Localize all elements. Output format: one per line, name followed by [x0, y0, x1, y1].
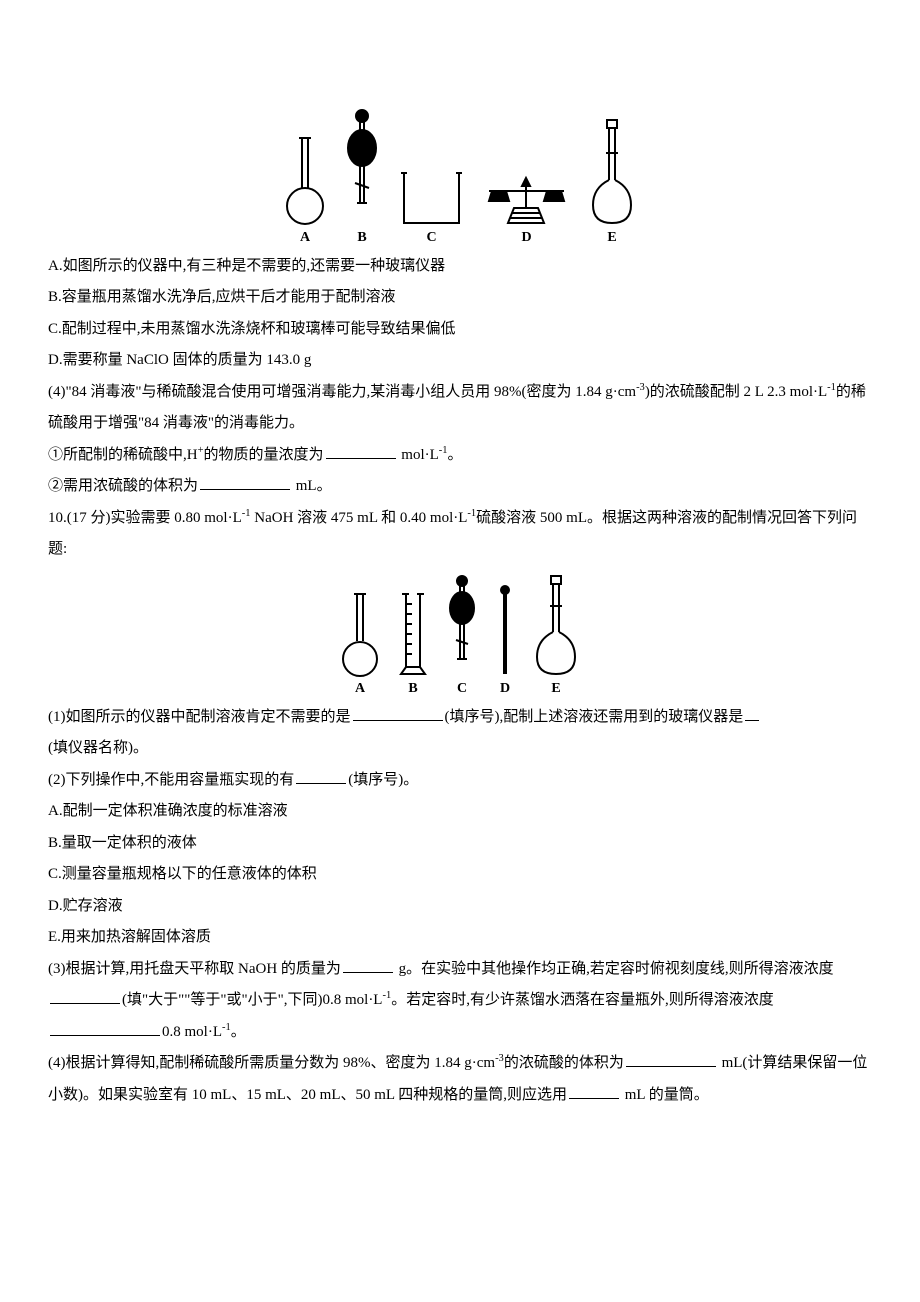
- fig2-item-B: B: [399, 589, 427, 698]
- q10-1-mid: (填序号),配制上述溶液还需用到的玻璃仪器是: [445, 709, 744, 725]
- q10-3: (3)根据计算,用托盘天平称取 NaOH 的质量为 g。在实验中其他操作均正确,…: [48, 954, 872, 1049]
- q10-2A: A.配制一定体积准确浓度的标准溶液: [48, 796, 872, 828]
- q10-4-sup1: -3: [495, 1053, 504, 1064]
- blank-input[interactable]: [50, 989, 120, 1004]
- q10-pts: (17 分): [67, 510, 111, 526]
- q4-1-unit-sup: -1: [439, 445, 448, 456]
- q10-2C: C.测量容量瓶规格以下的任意液体的体积: [48, 859, 872, 891]
- blank-input[interactable]: [200, 475, 290, 490]
- q10-num: 10.: [48, 510, 67, 526]
- beaker-icon: [399, 168, 464, 228]
- balance-scale-icon: [484, 173, 569, 228]
- blank-input[interactable]: [745, 706, 759, 721]
- q10-4-pre: (4)根据计算得知,配制稀硫酸所需质量分数为 98%、密度为 1.84 g·cm: [48, 1055, 495, 1071]
- q10-2B: B.量取一定体积的液体: [48, 828, 872, 860]
- q10-sup2: -1: [467, 508, 476, 519]
- fig1-item-B: B: [345, 108, 379, 247]
- q10-3-mid3: 。若定容时,有少许蒸馏水洒落在容量瓶外,则所得溶液浓度: [391, 992, 774, 1008]
- q4-1-unit-pre: mol·L: [398, 447, 439, 463]
- fig1-label-A: A: [300, 230, 310, 247]
- round-flask-icon: [341, 589, 379, 679]
- fig2-label-E: E: [551, 681, 560, 698]
- blank-input[interactable]: [626, 1052, 716, 1067]
- fig2-label-C: C: [457, 681, 467, 698]
- figure-2: A B: [48, 574, 872, 698]
- q10-3-sup2: -1: [222, 1022, 231, 1033]
- graduated-cylinder-icon: [399, 589, 427, 679]
- q10-2-pre: (2)下列操作中,不能用容量瓶实现的有: [48, 772, 294, 788]
- blank-input[interactable]: [326, 444, 396, 459]
- q10-stem: 10.(17 分)实验需要 0.80 mol·L-1 NaOH 溶液 475 m…: [48, 503, 872, 566]
- fig2-label-D: D: [500, 681, 510, 698]
- fig1-item-E: E: [589, 118, 635, 247]
- q10-1: (1)如图所示的仪器中配制溶液肯定不需要的是 (填序号),配制上述溶液还需用到的玻…: [48, 702, 872, 765]
- q10-2: (2)下列操作中,不能用容量瓶实现的有 (填序号)。: [48, 765, 872, 797]
- q10-4-mid1: 的浓硫酸的体积为: [504, 1055, 624, 1071]
- q10-1-end: (填仪器名称)。: [48, 740, 148, 756]
- fig2-item-D: D: [497, 584, 513, 698]
- q10-1-pre: (1)如图所示的仪器中配制溶液肯定不需要的是: [48, 709, 351, 725]
- blank-input[interactable]: [296, 769, 346, 784]
- option-C: C.配制过程中,未用蒸馏水洗涤烧杯和玻璃棒可能导致结果偏低: [48, 314, 872, 346]
- fig1-item-D: D: [484, 173, 569, 247]
- fig1-label-E: E: [607, 230, 616, 247]
- q10-3-end: 。: [231, 1024, 246, 1040]
- round-flask-icon: [285, 133, 325, 228]
- q4-1: ①所配制的稀硫酸中,H+的物质的量浓度为 mol·L-1。: [48, 440, 872, 472]
- q4-sup1: -3: [636, 382, 645, 393]
- fig1-label-D: D: [521, 230, 531, 247]
- q10-sup1: -1: [242, 508, 251, 519]
- blank-input[interactable]: [353, 706, 443, 721]
- volumetric-flask-icon: [533, 574, 579, 679]
- fig1-item-A: A: [285, 133, 325, 247]
- q4-1-pre: ①所配制的稀硫酸中,H: [48, 447, 198, 463]
- q4-after1: )的浓硫酸配制 2 L 2.3 mol·L: [645, 384, 827, 400]
- q10-2D: D.贮存溶液: [48, 891, 872, 923]
- glass-rod-icon: [497, 584, 513, 679]
- option-A: A.如图所示的仪器中,有三种是不需要的,还需要一种玻璃仪器: [48, 251, 872, 283]
- q4-text: (4)"84 消毒液"与稀硫酸混合使用可增强消毒能力,某消毒小组人员用 98%(…: [48, 377, 872, 440]
- blank-input[interactable]: [50, 1021, 160, 1036]
- q4-2-unit: mL。: [292, 478, 332, 494]
- blank-input[interactable]: [343, 958, 393, 973]
- separating-funnel-icon: [447, 574, 477, 679]
- q10-mid1: NaOH 溶液 475 mL 和 0.40 mol·L: [251, 510, 468, 526]
- figure-1: A B C: [48, 108, 872, 247]
- fig2-label-A: A: [355, 681, 365, 698]
- q10-3-sup1: -1: [382, 990, 391, 1001]
- q10-2E: E.用来加热溶解固体溶质: [48, 922, 872, 954]
- option-B: B.容量瓶用蒸馏水洗净后,应烘干后才能用于配制溶液: [48, 282, 872, 314]
- q10-3-mid4: 0.8 mol·L: [162, 1024, 222, 1040]
- fig2-item-C: C: [447, 574, 477, 698]
- q10-pre: 实验需要 0.80 mol·L: [111, 510, 242, 526]
- q10-3-mid2: (填"大于""等于"或"小于",下同)0.8 mol·L: [122, 992, 382, 1008]
- separating-funnel-icon: [345, 108, 379, 228]
- fig1-item-C: C: [399, 168, 464, 247]
- q10-4: (4)根据计算得知,配制稀硫酸所需质量分数为 98%、密度为 1.84 g·cm…: [48, 1048, 872, 1111]
- q4-sup2: -1: [827, 382, 836, 393]
- q10-4-end: mL 的量筒。: [625, 1087, 709, 1103]
- fig2-label-B: B: [408, 681, 417, 698]
- q4-1-mid: 的物质的量浓度为: [204, 447, 324, 463]
- q4-2-pre: ②需用浓硫酸的体积为: [48, 478, 198, 494]
- q4-2: ②需用浓硫酸的体积为 mL。: [48, 471, 872, 503]
- volumetric-flask-icon: [589, 118, 635, 228]
- option-D: D.需要称量 NaClO 固体的质量为 143.0 g: [48, 345, 872, 377]
- q4-pre: (4)"84 消毒液"与稀硫酸混合使用可增强消毒能力,某消毒小组人员用 98%(…: [48, 384, 636, 400]
- fig1-label-B: B: [357, 230, 366, 247]
- q10-3-pre: (3)根据计算,用托盘天平称取 NaOH 的质量为: [48, 961, 341, 977]
- q10-2-end: (填序号)。: [348, 772, 418, 788]
- q10-3-mid1: g。在实验中其他操作均正确,若定容时俯视刻度线,则所得溶液浓度: [395, 961, 834, 977]
- fig2-item-A: A: [341, 589, 379, 698]
- fig1-label-C: C: [426, 230, 436, 247]
- blank-input[interactable]: [569, 1084, 619, 1099]
- fig2-item-E: E: [533, 574, 579, 698]
- q4-1-unit-end: 。: [448, 447, 463, 463]
